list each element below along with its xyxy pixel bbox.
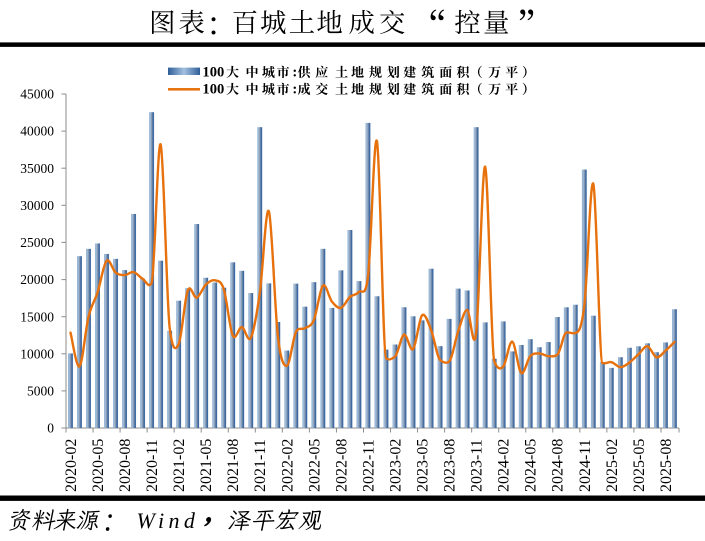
- svg-text:2021-05: 2021-05: [198, 439, 215, 492]
- svg-text:40000: 40000: [20, 124, 54, 139]
- svg-text:10000: 10000: [20, 346, 54, 361]
- svg-text::: :: [292, 64, 297, 80]
- svg-text:20000: 20000: [20, 272, 54, 287]
- svg-text:2022-08: 2022-08: [333, 439, 350, 492]
- svg-text:5000: 5000: [27, 384, 54, 399]
- svg-text:Wind: Wind: [137, 508, 200, 533]
- svg-text:2023-02: 2023-02: [387, 439, 404, 492]
- svg-text:15000: 15000: [20, 309, 54, 324]
- svg-text:2024-05: 2024-05: [523, 439, 540, 492]
- svg-text:2023-11: 2023-11: [469, 439, 486, 492]
- svg-text:100: 100: [202, 64, 224, 80]
- svg-text::: :: [292, 81, 297, 97]
- svg-text:2025-05: 2025-05: [631, 439, 648, 492]
- svg-text:2024-02: 2024-02: [496, 439, 513, 492]
- svg-text:2021-02: 2021-02: [171, 439, 188, 492]
- svg-text:2024-08: 2024-08: [550, 439, 567, 492]
- svg-text:2025-08: 2025-08: [658, 439, 675, 492]
- svg-text:25000: 25000: [20, 235, 54, 250]
- svg-text:45000: 45000: [20, 87, 54, 102]
- svg-text:35000: 35000: [20, 161, 54, 176]
- svg-text:2022-05: 2022-05: [306, 439, 323, 492]
- svg-text:2021-11: 2021-11: [252, 439, 269, 492]
- svg-text:2023-08: 2023-08: [442, 439, 459, 492]
- svg-text:2022-02: 2022-02: [279, 439, 296, 492]
- svg-text:100: 100: [202, 81, 224, 97]
- svg-text:2023-05: 2023-05: [414, 439, 431, 492]
- svg-text:0: 0: [47, 421, 54, 436]
- svg-text:2024-11: 2024-11: [577, 439, 594, 492]
- svg-text:2020-08: 2020-08: [117, 439, 134, 492]
- svg-text:2021-08: 2021-08: [225, 439, 242, 492]
- svg-text:2025-02: 2025-02: [604, 439, 621, 492]
- svg-text:2022-11: 2022-11: [360, 439, 377, 492]
- svg-text:2020-02: 2020-02: [63, 439, 80, 492]
- svg-text:2020-05: 2020-05: [90, 439, 107, 492]
- svg-text:2020-11: 2020-11: [144, 439, 161, 492]
- svg-text:30000: 30000: [20, 198, 54, 213]
